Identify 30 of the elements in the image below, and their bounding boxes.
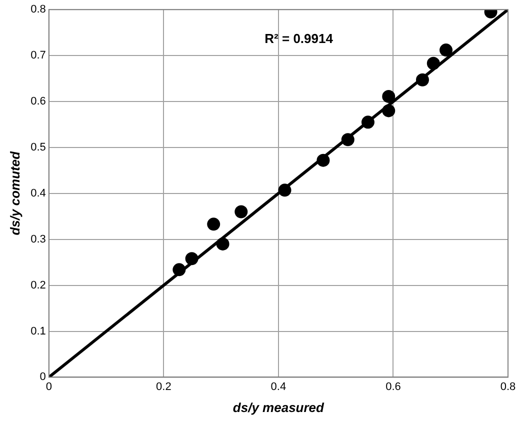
y-tick-label: 0.2 (30, 279, 46, 292)
y-tick-label: 0.7 (30, 50, 46, 62)
y-tick-label: 0.3 (30, 233, 46, 246)
x-tick-label: 0.6 (386, 380, 401, 393)
point (382, 104, 396, 118)
point (341, 133, 354, 146)
x-tick-label: 0.4 (270, 380, 286, 393)
point (416, 73, 429, 86)
point (185, 252, 198, 266)
y-tick-label: 0.4 (30, 187, 46, 200)
y-tick-label: 0.8 (30, 4, 46, 16)
point (382, 90, 396, 103)
y-axis-title: ds/y comuted (7, 150, 22, 236)
y-tick-label: 0.6 (30, 96, 46, 108)
annotation: R² = 0.9914 (264, 31, 334, 46)
point (216, 237, 230, 250)
point (426, 56, 440, 70)
y-tick-label: 0.1 (30, 325, 46, 338)
x-axis-title: ds/y measured (232, 400, 326, 415)
x-tick-label: 0.8 (500, 380, 516, 393)
x-tick-label: 0.2 (156, 380, 172, 393)
point (172, 263, 186, 276)
y-tick-label: 0.5 (30, 141, 46, 154)
point (207, 218, 220, 231)
point (234, 205, 248, 218)
point (361, 116, 374, 129)
point (278, 184, 292, 197)
point (316, 154, 330, 167)
point (440, 44, 453, 57)
y-tick-label: 0 (40, 371, 46, 384)
